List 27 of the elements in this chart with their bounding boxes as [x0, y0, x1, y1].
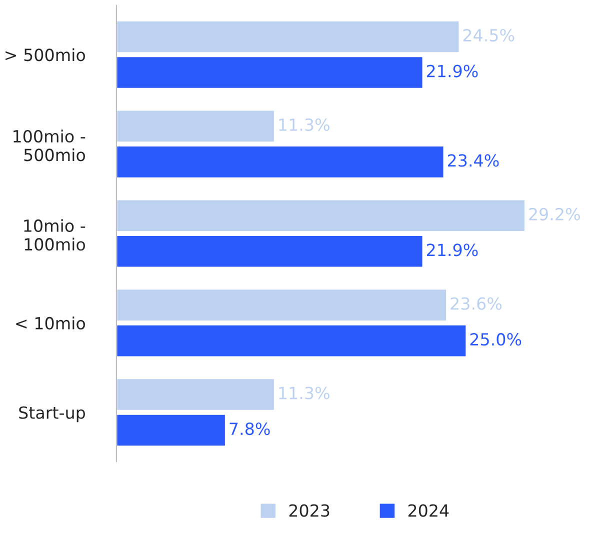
y-tick-label: 10mio - 100mio: [24, 219, 86, 251]
bar: [116, 109, 276, 143]
data-label: 25.0%: [470, 333, 522, 346]
bar: [116, 324, 468, 358]
data-label: 23.4%: [448, 154, 499, 167]
bar: [116, 378, 276, 412]
data-label: 11.3%: [279, 386, 330, 400]
bar: [116, 198, 526, 232]
data-label: 29.2%: [529, 208, 580, 220]
legend-label: 2023: [289, 504, 330, 517]
data-label: 21.9%: [426, 64, 478, 78]
y-tick-label: 100mio - 500mio: [14, 130, 86, 162]
y-tick-label: < 10mio: [16, 316, 86, 330]
bar: [116, 56, 424, 90]
bar: [116, 234, 424, 268]
data-label: 7.8%: [230, 422, 270, 436]
legend-label: 2024: [408, 504, 449, 517]
y-tick-label: Start-up: [19, 406, 86, 422]
data-label: 24.5%: [463, 28, 514, 42]
bar: [116, 413, 226, 448]
y-tick-label: > 500mio: [6, 48, 86, 62]
bar: [116, 288, 448, 322]
bar: [116, 145, 445, 179]
data-label: 21.9%: [426, 244, 478, 256]
data-label: 23.6%: [450, 297, 502, 310]
data-label: 11.3%: [279, 118, 330, 132]
bar: [116, 20, 460, 54]
